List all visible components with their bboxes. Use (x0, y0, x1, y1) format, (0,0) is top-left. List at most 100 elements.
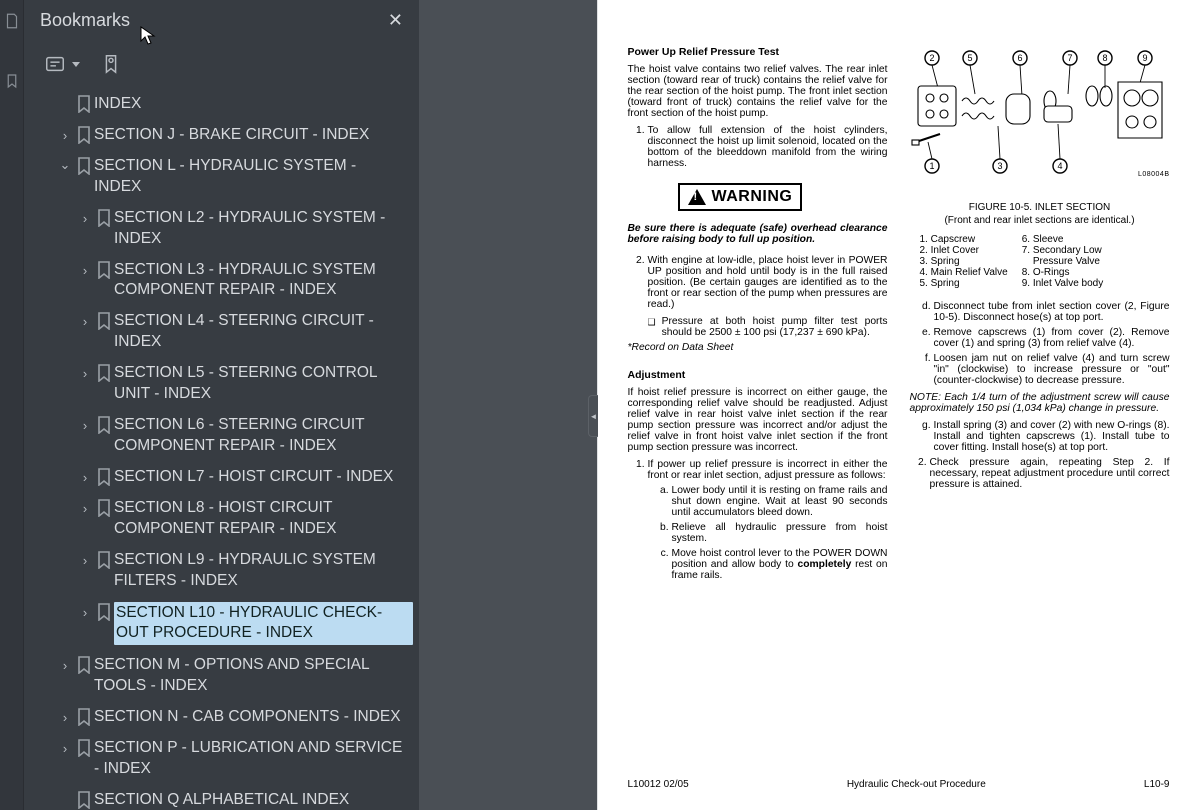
warning-box: WARNING (678, 183, 803, 211)
bookmark-icon (74, 708, 94, 726)
expand-arrow-icon[interactable]: › (76, 262, 94, 280)
bookmark-icon (94, 209, 114, 227)
expand-arrow-icon[interactable]: › (76, 313, 94, 331)
expand-arrow-icon[interactable]: › (76, 417, 94, 435)
bookmark-icon (74, 157, 94, 175)
bookmark-row[interactable]: ⌄ SECTION L - HYDRAULIC SYSTEM - INDEX (24, 151, 419, 203)
bookmark-icon (94, 364, 114, 382)
bookmark-label: INDEX (94, 94, 413, 115)
sidebar-title: Bookmarks (40, 10, 130, 31)
bookmark-icon (94, 312, 114, 330)
figure-caption: FIGURE 10-5. INLET SECTION (910, 202, 1170, 213)
adj-1f: Loosen jam nut on relief valve (4) and t… (934, 353, 1170, 386)
bookmark-row[interactable]: › SECTION M - OPTIONS AND SPECIAL TOOLS -… (24, 650, 419, 702)
bookmark-icon (94, 603, 114, 621)
body-text: The hoist valve contains two relief valv… (628, 64, 888, 119)
bookmark-row[interactable]: › SECTION N - CAB COMPONENTS - INDEX (24, 702, 419, 733)
expand-arrow-icon[interactable]: › (76, 604, 94, 622)
section-heading: Power Up Relief Pressure Test (628, 46, 888, 58)
collapse-handle-icon[interactable] (588, 395, 598, 437)
close-icon[interactable]: ✕ (388, 10, 403, 31)
svg-text:8: 8 (1102, 53, 1107, 63)
adj-1e: Remove capscrews (1) from cover (2). Rem… (934, 327, 1170, 349)
sidebar-toolbar (24, 45, 419, 89)
adj-step-2: Check pressure again, repeating Step 2. … (930, 457, 1170, 490)
checkbox-bullet: Pressure at both hoist pump filter test … (628, 316, 888, 338)
bookmark-tree[interactable]: INDEX › SECTION J - BRAKE CIRCUIT - INDEX ⌄… (24, 89, 419, 810)
bookmark-row[interactable]: › SECTION L2 - HYDRAULIC SYSTEM - INDEX (24, 203, 419, 255)
options-caret-icon[interactable] (72, 62, 80, 67)
adj-substeps-cont2: Install spring (3) and cover (2) with ne… (910, 420, 1170, 453)
bookmark-label: SECTION N - CAB COMPONENTS - INDEX (94, 707, 413, 728)
svg-text:6: 6 (1017, 53, 1022, 63)
bookmark-label: SECTION L - HYDRAULIC SYSTEM - INDEX (94, 156, 413, 198)
bookmark-row[interactable]: ›SECTION L9 - HYDRAULIC SYSTEM FILTERS -… (24, 545, 419, 597)
figure-10-5: 2 5 6 7 8 9 1 3 4 (910, 46, 1170, 194)
expand-arrow-icon[interactable]: › (56, 740, 74, 758)
body-text: If hoist relief pressure is incorrect on… (628, 387, 888, 453)
right-column: 2 5 6 7 8 9 1 3 4 (910, 46, 1170, 587)
bookmark-row[interactable]: ›SECTION P - LUBRICATION AND SERVICE - I… (24, 733, 419, 785)
adjustment-list: If power up relief pressure is incorrect… (628, 459, 888, 581)
bookmark-row[interactable]: ›SECTION L5 - STEERING CONTROL UNIT - IN… (24, 358, 419, 410)
bookmark-label: SECTION L7 - HOIST CIRCUIT - INDEX (114, 467, 413, 488)
bookmark-row[interactable]: SECTION Q ALPHABETICAL INDEX (24, 785, 419, 810)
footer-right: L10-9 (1144, 779, 1170, 790)
bookmark-label: SECTION M - OPTIONS AND SPECIAL TOOLS - … (94, 655, 413, 697)
adj-substeps: Lower body until it is resting on frame … (648, 485, 888, 581)
bookmark-icon (74, 791, 94, 809)
step-2: With engine at low-idle, place hoist lev… (648, 255, 888, 310)
bookmarks-sidebar: Bookmarks ✕ INDEX › SECTION J - BRAKE CIRC… (24, 0, 419, 810)
page-gutter (419, 0, 597, 810)
expand-arrow-icon[interactable]: › (76, 552, 94, 570)
expand-arrow-icon[interactable]: › (56, 127, 74, 145)
page-footer: L10012 02/05 Hydraulic Check-out Procedu… (628, 779, 1170, 790)
bookmark-label: SECTION L8 - HOIST CIRCUIT COMPONENT REP… (114, 498, 413, 540)
svg-text:2: 2 (929, 53, 934, 63)
svg-text:4: 4 (1057, 161, 1062, 171)
expand-arrow-icon[interactable]: › (76, 469, 94, 487)
bookmark-row[interactable]: INDEX (24, 89, 419, 120)
bookmark-row[interactable]: › SECTION L7 - HOIST CIRCUIT - INDEX (24, 462, 419, 493)
bookmark-icon (94, 261, 114, 279)
document-page: Power Up Relief Pressure Test The hoist … (598, 0, 1200, 810)
svg-text:9: 9 (1142, 53, 1147, 63)
page-viewport[interactable]: Power Up Relief Pressure Test The hoist … (597, 0, 1200, 810)
svg-text:3: 3 (997, 161, 1002, 171)
bookmark-icon (94, 416, 114, 434)
bookmark-icon (94, 499, 114, 517)
bookmark-icon (74, 656, 94, 674)
expand-arrow-icon[interactable]: › (76, 210, 94, 228)
bookmark-row[interactable]: › SECTION L8 - HOIST CIRCUIT COMPONENT RE… (24, 493, 419, 545)
record-note: *Record on Data Sheet (628, 342, 888, 353)
expand-arrow-icon[interactable]: › (76, 500, 94, 518)
expand-arrow-icon[interactable]: › (76, 365, 94, 383)
warning-triangle-icon (688, 189, 706, 205)
adj-1a: Lower body until it is resting on frame … (672, 485, 888, 518)
bookmark-label: SECTION L2 - HYDRAULIC SYSTEM - INDEX (114, 208, 413, 250)
bookmark-row[interactable]: › SECTION L10 - HYDRAULIC CHECK-OUT PROCE… (24, 597, 419, 651)
procedure-list: To allow full extension of the hoist cyl… (628, 125, 888, 169)
adj-step-1: If power up relief pressure is incorrect… (648, 459, 888, 581)
bookmark-ribbon-icon[interactable] (100, 53, 122, 75)
bookmark-rail-icon[interactable] (3, 72, 21, 90)
bookmark-row[interactable]: › SECTION L4 - STEERING CIRCUIT - INDEX (24, 306, 419, 358)
adj-1c: Move hoist control lever to the POWER DO… (672, 548, 888, 581)
subsection-heading: Adjustment (628, 369, 888, 381)
bookmark-label: SECTION J - BRAKE CIRCUIT - INDEX (94, 125, 413, 146)
bookmark-row[interactable]: ›SECTION L3 - HYDRAULIC SYSTEM COMPONENT… (24, 255, 419, 307)
bookmark-label: SECTION L6 - STEERING CIRCUIT COMPONENT … (114, 415, 413, 457)
expand-arrow-icon[interactable]: › (56, 709, 74, 727)
figure-id: L08004B (1138, 171, 1170, 178)
bookmark-row[interactable]: › SECTION J - BRAKE CIRCUIT - INDEX (24, 120, 419, 151)
adj-1b: Relieve all hydraulic pressure from hois… (672, 522, 888, 544)
list-options-icon[interactable] (44, 53, 66, 75)
expand-arrow-icon[interactable]: ⌄ (56, 156, 74, 174)
figure-subcaption: (Front and rear inlet sections are ident… (910, 215, 1170, 226)
footer-left: L10012 02/05 (628, 779, 689, 790)
bookmark-row[interactable]: › SECTION L6 - STEERING CIRCUIT COMPONENT… (24, 410, 419, 462)
bookmark-label: SECTION L10 - HYDRAULIC CHECK-OUT PROCED… (114, 602, 413, 646)
doc-icon[interactable] (3, 12, 21, 30)
bookmark-label: SECTION L4 - STEERING CIRCUIT - INDEX (114, 311, 413, 353)
expand-arrow-icon[interactable]: › (56, 657, 74, 675)
